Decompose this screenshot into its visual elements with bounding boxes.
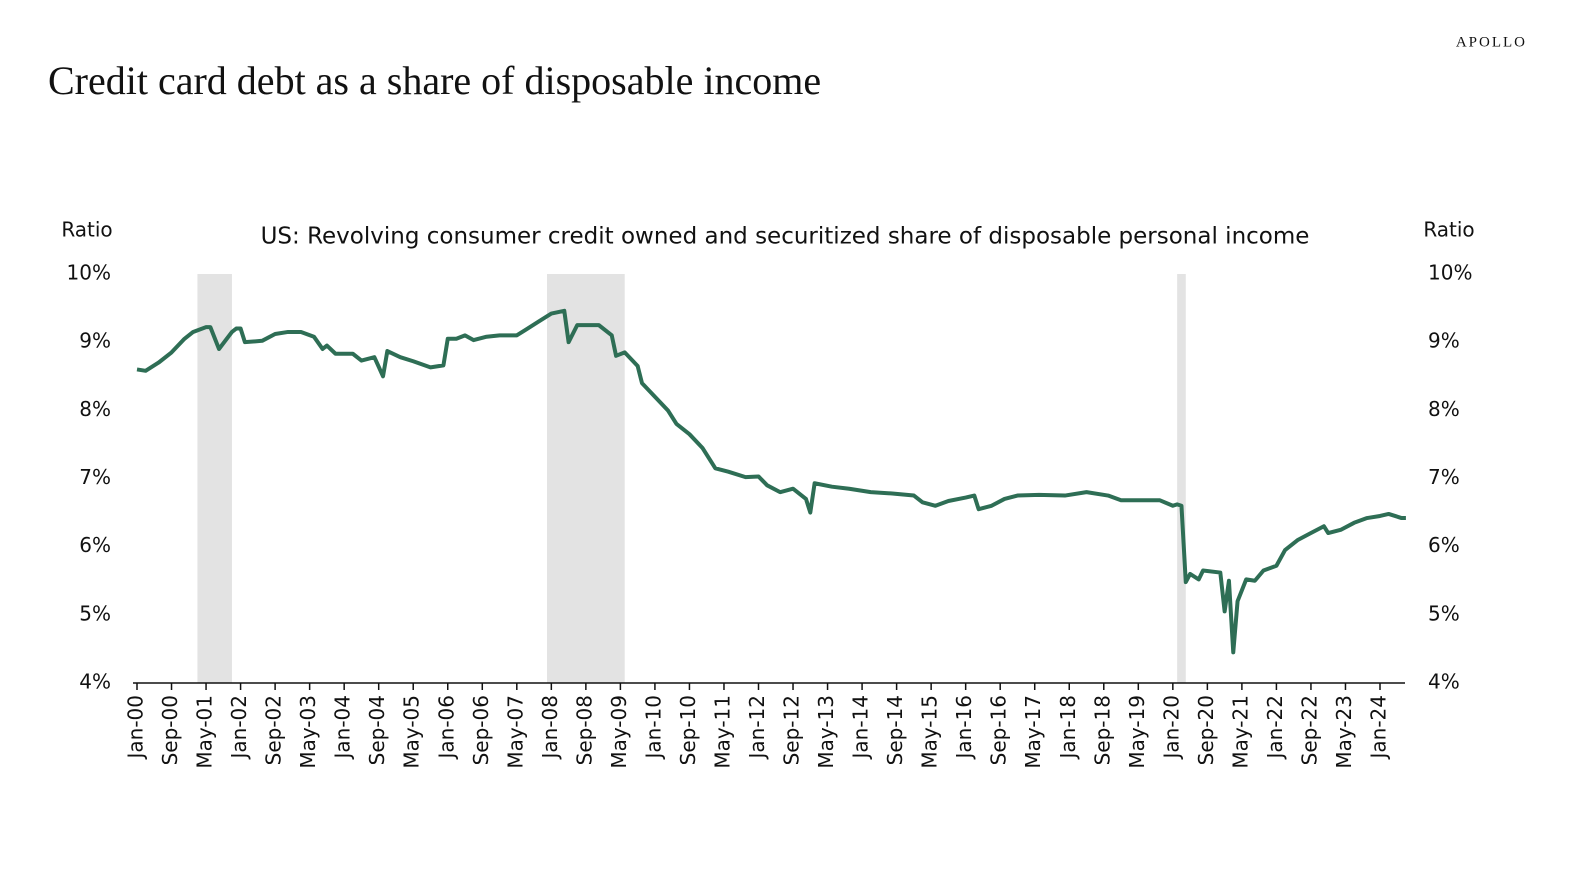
chart-subtitle: US: Revolving consumer credit owned and … xyxy=(261,224,1310,250)
y2-tick-label: 10% xyxy=(1428,261,1472,285)
x-tick-label: Jan-20 xyxy=(1159,695,1183,761)
y-tick-label: 6% xyxy=(79,533,111,557)
x-tick-label: Sep-20 xyxy=(1194,695,1218,765)
x-tick-label: Jan-04 xyxy=(331,695,355,761)
x-tick-label: Sep-06 xyxy=(469,695,493,765)
x-tick-label: May-19 xyxy=(1125,695,1149,769)
x-tick-label: Sep-04 xyxy=(365,695,389,765)
y2-tick-label: 4% xyxy=(1428,670,1460,694)
y2-tick-label: 5% xyxy=(1428,601,1460,625)
x-tick-label: May-07 xyxy=(503,695,527,769)
x-tick-label: Sep-08 xyxy=(572,695,596,765)
x-tick-label: Jan-22 xyxy=(1263,695,1287,761)
x-tick-label: Sep-16 xyxy=(987,695,1011,765)
x-tick-label: Jan-02 xyxy=(227,695,251,761)
y-tick-label: 10% xyxy=(67,261,111,285)
data-line xyxy=(136,308,1406,655)
x-tick-label: Sep-18 xyxy=(1090,695,1114,765)
x-tick-label: May-01 xyxy=(193,695,217,769)
x-tick-label: Sep-14 xyxy=(883,695,907,765)
x-tick-label: May-21 xyxy=(1228,695,1252,769)
x-tick-label: Sep-00 xyxy=(158,695,182,765)
brand: APOLLO xyxy=(1456,34,1527,50)
y-tick-label: 8% xyxy=(79,397,111,421)
x-tick-label: Jan-08 xyxy=(538,695,562,761)
y2-axis-label: Ratio xyxy=(1423,218,1474,242)
x-tick-label: May-13 xyxy=(814,695,838,769)
chart-title: Credit card debt as a share of disposabl… xyxy=(48,58,821,103)
x-tick-label: Jan-06 xyxy=(434,695,458,761)
x-tick-label: Sep-12 xyxy=(780,695,804,765)
y-axis-label: Ratio xyxy=(61,218,112,242)
x-tick-label: Sep-02 xyxy=(262,695,286,765)
y-tick-label: 5% xyxy=(79,601,111,625)
x-tick-label: May-15 xyxy=(918,695,942,769)
x-tick-label: Jan-12 xyxy=(745,695,769,761)
y2-tick-label: 7% xyxy=(1428,465,1460,489)
y2-tick-label: 6% xyxy=(1428,533,1460,557)
y2-tick-label: 9% xyxy=(1428,329,1460,353)
x-tick-label: Jan-16 xyxy=(952,695,976,761)
x-tick-label: Sep-22 xyxy=(1297,695,1321,765)
x-tick-label: May-11 xyxy=(710,695,734,769)
y-tick-label: 7% xyxy=(79,465,111,489)
x-tick-label: May-05 xyxy=(400,695,424,769)
x-tick-label: May-03 xyxy=(296,695,320,769)
x-tick-label: Jan-18 xyxy=(1056,695,1080,761)
x-tick-label: May-17 xyxy=(1021,695,1045,769)
x-tick-label: Sep-10 xyxy=(676,695,700,765)
x-tick-label: Jan-14 xyxy=(849,695,873,761)
x-tick-label: Jan-10 xyxy=(641,695,665,761)
x-tick-label: May-09 xyxy=(607,695,631,769)
x-tick-label: May-23 xyxy=(1332,695,1356,769)
y-tick-label: 4% xyxy=(79,670,111,694)
y-tick-label: 9% xyxy=(79,329,111,353)
recession-shade xyxy=(1177,274,1186,683)
x-tick-label: Jan-00 xyxy=(124,695,148,761)
x-tick-label: Jan-24 xyxy=(1367,695,1391,761)
y2-tick-label: 8% xyxy=(1428,397,1460,421)
